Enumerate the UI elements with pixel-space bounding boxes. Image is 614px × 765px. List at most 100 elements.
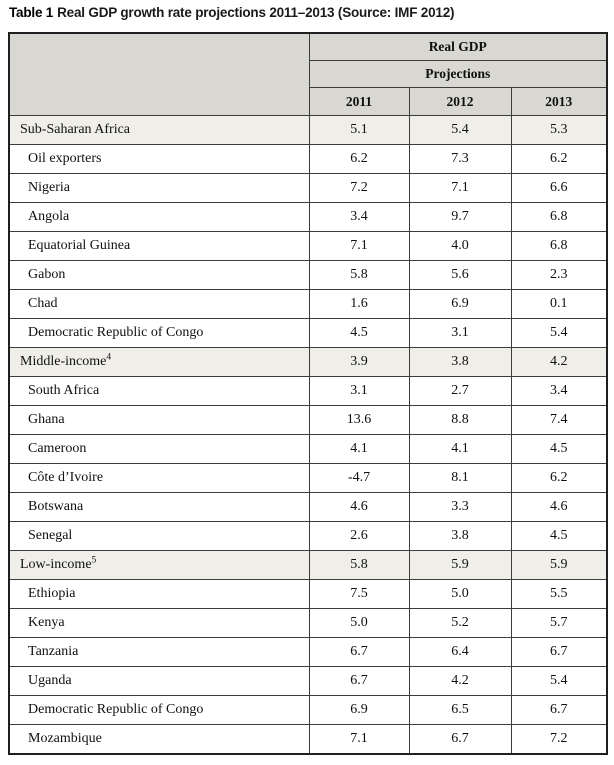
row-gabon: Gabon 5.8 5.6 2.3 <box>8 260 608 290</box>
row-label: Ghana <box>8 405 310 435</box>
value-cell: 5.8 <box>308 260 410 290</box>
value-cell: 7.4 <box>510 405 608 435</box>
value-cell: 3.8 <box>408 347 512 377</box>
row-label-text: Low-income <box>20 557 92 572</box>
value-cell: 6.7 <box>510 695 608 725</box>
footnote-ref-4: 4 <box>106 352 112 363</box>
row-equatorial-guinea: Equatorial Guinea 7.1 4.0 6.8 <box>8 231 608 261</box>
value-cell: 6.7 <box>308 637 410 667</box>
value-cell: 6.7 <box>308 666 410 696</box>
row-low-income: Low-income5 5.8 5.9 5.9 <box>8 550 608 580</box>
value-cell: 8.8 <box>408 405 512 435</box>
header-row-years: 2011 2012 2013 <box>9 87 608 116</box>
value-cell: -4.7 <box>308 463 410 493</box>
footnote-ref-5: 5 <box>91 555 97 566</box>
row-ghana: Ghana 13.6 8.8 7.4 <box>8 405 608 435</box>
value-cell: 5.4 <box>510 318 608 348</box>
value-cell: 13.6 <box>308 405 410 435</box>
value-cell: 5.2 <box>408 608 512 638</box>
row-label: Mozambique <box>8 724 310 755</box>
value-cell: 7.1 <box>308 231 410 261</box>
value-cell: 4.5 <box>510 521 608 551</box>
value-cell: 4.2 <box>408 666 512 696</box>
table-body: Sub-Saharan Africa 5.1 5.4 5.3 Oil expor… <box>8 115 608 755</box>
row-cameroon: Cameroon 4.1 4.1 4.5 <box>8 434 608 464</box>
header-year-2011: 2011 <box>308 87 410 116</box>
row-cote-divoire: Côte d’Ivoire -4.7 8.1 6.2 <box>8 463 608 493</box>
row-label: Cameroon <box>8 434 310 464</box>
row-democratic-republic-of-congo-2: Democratic Republic of Congo 6.9 6.5 6.7 <box>8 695 608 725</box>
value-cell: 6.7 <box>408 724 512 755</box>
row-oil-exporters: Oil exporters 6.2 7.3 6.2 <box>8 144 608 174</box>
value-cell: 6.9 <box>408 289 512 319</box>
value-cell: 5.4 <box>408 115 512 145</box>
header-projections: Projections <box>308 60 608 88</box>
value-cell: 5.5 <box>510 579 608 609</box>
row-angola: Angola 3.4 9.7 6.8 <box>8 202 608 232</box>
row-label: Oil exporters <box>8 144 310 174</box>
value-cell: 6.6 <box>510 173 608 203</box>
value-cell: 3.1 <box>408 318 512 348</box>
value-cell: 3.1 <box>308 376 410 406</box>
row-senegal: Senegal 2.6 3.8 4.5 <box>8 521 608 551</box>
row-label: Senegal <box>8 521 310 551</box>
row-democratic-republic-of-congo-1: Democratic Republic of Congo 4.5 3.1 5.4 <box>8 318 608 348</box>
value-cell: 6.9 <box>308 695 410 725</box>
row-label: Botswana <box>8 492 310 522</box>
value-cell: 5.0 <box>308 608 410 638</box>
value-cell: 6.5 <box>408 695 512 725</box>
value-cell: 4.5 <box>308 318 410 348</box>
header-year-2013: 2013 <box>510 87 608 116</box>
value-cell: 7.2 <box>510 724 608 755</box>
row-label: Democratic Republic of Congo <box>8 695 310 725</box>
value-cell: 3.9 <box>308 347 410 377</box>
row-label: Ethiopia <box>8 579 310 609</box>
table-caption-text: Real GDP growth rate projections 2011–20… <box>57 5 455 20</box>
value-cell: 7.1 <box>308 724 410 755</box>
header-year-2012: 2012 <box>408 87 512 116</box>
row-label-text: Middle-income <box>20 354 107 369</box>
row-label: Chad <box>8 289 310 319</box>
value-cell: 2.3 <box>510 260 608 290</box>
value-cell: 6.8 <box>510 231 608 261</box>
value-cell: 8.1 <box>408 463 512 493</box>
value-cell: 6.8 <box>510 202 608 232</box>
header-row-subgroup: Projections <box>9 60 608 88</box>
value-cell: 4.6 <box>308 492 410 522</box>
value-cell: 2.7 <box>408 376 512 406</box>
value-cell: 4.5 <box>510 434 608 464</box>
row-botswana: Botswana 4.6 3.3 4.6 <box>8 492 608 522</box>
value-cell: 7.3 <box>408 144 512 174</box>
value-cell: 0.1 <box>510 289 608 319</box>
row-south-africa: South Africa 3.1 2.7 3.4 <box>8 376 608 406</box>
header-row-group: Real GDP <box>8 32 608 116</box>
table-caption-number: Table 1 <box>9 5 54 20</box>
value-cell: 1.6 <box>308 289 410 319</box>
row-label: Low-income5 <box>8 550 310 580</box>
row-label: Côte d’Ivoire <box>8 463 310 493</box>
row-label: Kenya <box>8 608 310 638</box>
value-cell: 4.1 <box>408 434 512 464</box>
row-label: Tanzania <box>8 637 310 667</box>
value-cell: 4.0 <box>408 231 512 261</box>
value-cell: 4.2 <box>510 347 608 377</box>
value-cell: 3.3 <box>408 492 512 522</box>
row-sub-saharan-africa: Sub-Saharan Africa 5.1 5.4 5.3 <box>8 115 608 145</box>
row-mozambique: Mozambique 7.1 6.7 7.2 <box>8 724 608 755</box>
value-cell: 4.1 <box>308 434 410 464</box>
value-cell: 5.3 <box>510 115 608 145</box>
table-header: Real GDP Projections 2011 2012 2013 <box>8 32 608 116</box>
value-cell: 5.9 <box>510 550 608 580</box>
value-cell: 7.1 <box>408 173 512 203</box>
corner-cell <box>8 32 310 116</box>
row-nigeria: Nigeria 7.2 7.1 6.6 <box>8 173 608 203</box>
value-cell: 3.8 <box>408 521 512 551</box>
value-cell: 4.6 <box>510 492 608 522</box>
row-label: Nigeria <box>8 173 310 203</box>
value-cell: 6.7 <box>510 637 608 667</box>
table-caption: Table 1 Real GDP growth rate projections … <box>9 5 455 20</box>
row-uganda: Uganda 6.7 4.2 5.4 <box>8 666 608 696</box>
row-middle-income: Middle-income4 3.9 3.8 4.2 <box>8 347 608 377</box>
value-cell: 5.7 <box>510 608 608 638</box>
